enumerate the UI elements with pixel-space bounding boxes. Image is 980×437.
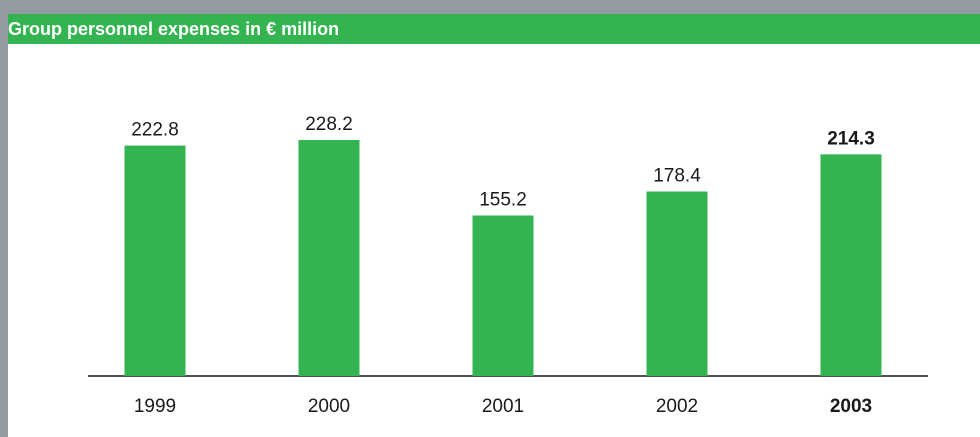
category-label-2000: 2000 (308, 396, 350, 417)
bar-2001 (472, 215, 534, 376)
value-label-1999: 222.8 (131, 120, 179, 141)
bar-1999 (124, 145, 186, 376)
value-label-2002: 178.4 (653, 166, 701, 187)
value-label-2001: 155.2 (479, 189, 527, 210)
value-label-2000: 228.2 (305, 114, 353, 135)
category-label-2003: 2003 (830, 396, 872, 417)
category-label-1999: 1999 (134, 396, 176, 417)
bar-2002 (646, 191, 708, 376)
bar-chart: 222.8 1999 228.2 2000 155.2 2001 178.4 2002 214.… (88, 114, 928, 417)
bar-2000 (298, 140, 360, 376)
category-label-2001: 2001 (482, 396, 524, 417)
chart-title-bar: Group personnel expenses in € million (8, 14, 980, 44)
chart-area: 222.8 1999 228.2 2000 155.2 2001 178.4 2002 214.… (8, 44, 980, 437)
chart-title: Group personnel expenses in € million (8, 19, 340, 39)
value-label-2003: 214.3 (827, 128, 875, 149)
bars-group: 222.8 1999 228.2 2000 155.2 2001 178.4 2002 214.… (124, 114, 882, 417)
bar-2003 (820, 154, 882, 376)
category-label-2002: 2002 (656, 396, 698, 417)
